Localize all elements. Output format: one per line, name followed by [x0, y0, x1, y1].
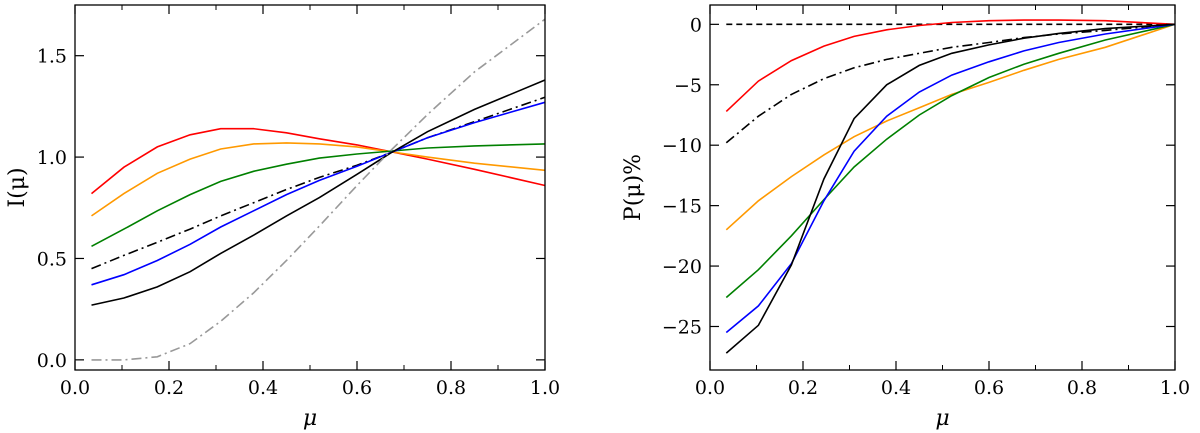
plot-frame: [74, 4, 546, 371]
y-axis-label: I(μ): [5, 167, 30, 207]
series-line-0: [90, 127, 546, 195]
y-axis-label: P(μ)%: [621, 154, 646, 221]
series-line-3: [91, 96, 546, 270]
x-tick-label: 1.0: [530, 377, 560, 399]
x-tick-label: 0.0: [695, 377, 725, 399]
series-line-1: [91, 142, 546, 217]
series-line-1: [725, 19, 1176, 112]
x-tick-label: 0.8: [1067, 377, 1097, 399]
x-axis-label: μ: [935, 406, 949, 431]
left-panel-intensity: 0.0 0.2 0.4 0.6 0.8 1.0 0.0 0.5 1.0 1.5 μ I(μ): [5, 4, 560, 431]
y-tick-label: −25: [662, 316, 702, 338]
x-tick-label: 0.6: [974, 377, 1004, 399]
y-tick-label: −20: [662, 256, 702, 278]
series-line-3: [725, 23, 1176, 231]
y-tick-label: −10: [662, 135, 702, 157]
y-tick-label: −15: [662, 196, 702, 218]
series-line-5: [91, 79, 546, 306]
series-line-6: [91, 18, 546, 361]
y-tick-label: 1.5: [37, 46, 67, 68]
x-tick-label: 0.8: [436, 377, 466, 399]
x-tick-label: 0.4: [248, 377, 278, 399]
x-tick-label: 0.4: [881, 377, 911, 399]
series-line-5: [725, 23, 1176, 334]
y-tick-label: 0.5: [37, 248, 67, 270]
right-panel-polarization: 0.0 0.2 0.4 0.6 0.8 1.0 0 −5 −10 −15 −20 −25 μ P(μ)%: [621, 4, 1190, 431]
x-tick-label: 1.0: [1160, 377, 1190, 399]
x-tick-label: 0.0: [60, 377, 90, 399]
x-axis-label: μ: [303, 406, 317, 431]
plot-frame: [709, 4, 1176, 371]
x-tick-label: 0.6: [342, 377, 372, 399]
y-tick-label: −5: [674, 75, 702, 97]
x-tick-label: 0.2: [154, 377, 184, 399]
series-line-4: [91, 101, 546, 286]
series-line-4: [725, 23, 1176, 299]
y-tick-label: 1.0: [37, 147, 67, 169]
y-tick-label: 0: [690, 14, 702, 36]
series-line-2: [91, 143, 546, 248]
series-line-2: [725, 23, 1176, 144]
series-line-6: [725, 23, 1176, 354]
x-tick-label: 0.2: [788, 377, 818, 399]
y-tick-label: 0.0: [37, 350, 67, 372]
